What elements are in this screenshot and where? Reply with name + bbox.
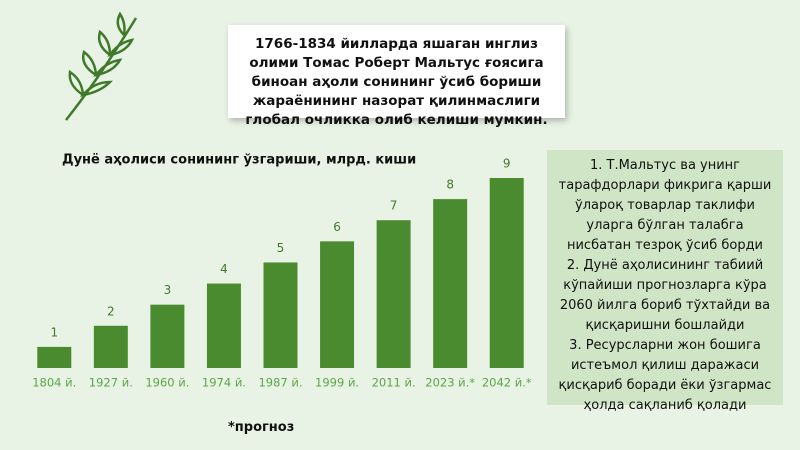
- bar: [376, 220, 411, 368]
- note: 3. Ресурсларни жон бошига истеъмол қилиш…: [558, 338, 772, 413]
- x-tick-label: 2042 й.*: [482, 376, 532, 390]
- bar: [150, 304, 185, 368]
- x-tick-label: 2011 й.: [372, 376, 416, 390]
- bar: [489, 178, 524, 368]
- value-label: 7: [390, 199, 398, 213]
- value-label: 2: [107, 304, 115, 318]
- value-label: 9: [503, 157, 511, 171]
- bar: [263, 262, 298, 368]
- value-label: 1: [50, 325, 58, 339]
- notes-box: 1. Т.Мальтус ва унинг тарафдорлари фикри…: [547, 150, 783, 413]
- bar: [93, 325, 128, 368]
- leaf-icon: [65, 11, 138, 121]
- x-tick-label: 1927 й.: [89, 376, 133, 390]
- chart-title: Дунё аҳолиси сонининг ўзгариши, млрд. ки…: [62, 153, 416, 168]
- x-tick-label: 1960 й.: [145, 376, 189, 390]
- value-label: 5: [277, 241, 285, 255]
- value-label: 4: [220, 262, 228, 276]
- value-label: 3: [164, 283, 172, 297]
- chart: Дунё аҳолиси сонининг ўзгариши, млрд. ки…: [32, 153, 532, 390]
- bar: [206, 283, 241, 368]
- bar: [433, 199, 468, 368]
- value-label: 8: [446, 178, 454, 192]
- x-tick-label: 1974 й.: [202, 376, 246, 390]
- x-tick-label: 1987 й.: [258, 376, 302, 390]
- x-tick-label: 2023 й.*: [425, 376, 475, 390]
- quote-box: 1766-1834 йилларда яшаган инглиз олими Т…: [228, 25, 565, 128]
- bar: [37, 346, 72, 368]
- footnote: *прогноз: [228, 420, 295, 435]
- value-label: 6: [333, 220, 341, 234]
- bar: [320, 241, 355, 368]
- note: 2. Дунё аҳолисининг табиий кўпайиши прог…: [559, 258, 771, 333]
- x-tick-label: 1999 й.: [315, 376, 359, 390]
- x-tick-label: 1804 й.: [32, 376, 76, 390]
- note: 1. Т.Мальтус ва унинг тарафдорлари фикри…: [558, 158, 772, 253]
